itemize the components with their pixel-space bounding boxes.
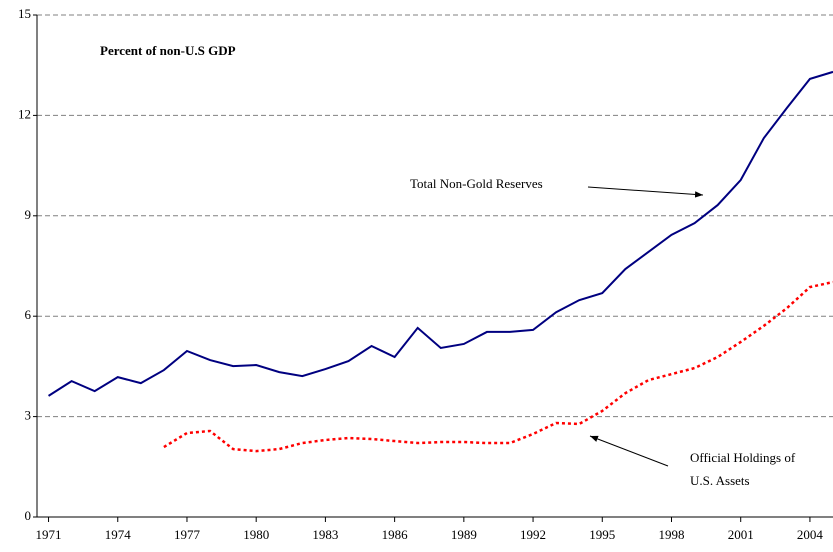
x-tick-label: 1980	[243, 527, 269, 542]
y-tick-label: 15	[18, 6, 31, 21]
annotation-arrow	[587, 186, 704, 198]
annotation: Total Non-Gold Reserves	[410, 176, 543, 191]
y-tick-label: 9	[25, 207, 32, 222]
x-tick-label: 1992	[520, 527, 546, 542]
x-tick-label: 1995	[589, 527, 615, 542]
x-tick-label: 1998	[658, 527, 684, 542]
y-tick-label: 6	[25, 307, 32, 322]
series-line	[47, 70, 833, 397]
x-tick-label: 1971	[36, 527, 62, 542]
x-tick-label: 1983	[312, 527, 338, 542]
y-tick-label: 12	[18, 106, 31, 121]
x-tick-label: 2004	[797, 527, 824, 542]
x-tick-label: 1974	[105, 527, 132, 542]
x-tick-label: 1989	[451, 527, 477, 542]
x-tick-label: 1977	[174, 527, 201, 542]
x-tick-label: 2001	[728, 527, 754, 542]
unit-label: Percent of non-U.S GDP	[100, 43, 236, 58]
annotation: U.S. Assets	[690, 473, 750, 488]
y-tick-label: 3	[25, 408, 32, 423]
x-tick-label: 1986	[382, 527, 409, 542]
annotation-arrow	[589, 435, 669, 467]
y-tick-label: 0	[25, 508, 32, 523]
annotation: Official Holdings of	[690, 450, 796, 465]
series-line	[163, 280, 833, 453]
